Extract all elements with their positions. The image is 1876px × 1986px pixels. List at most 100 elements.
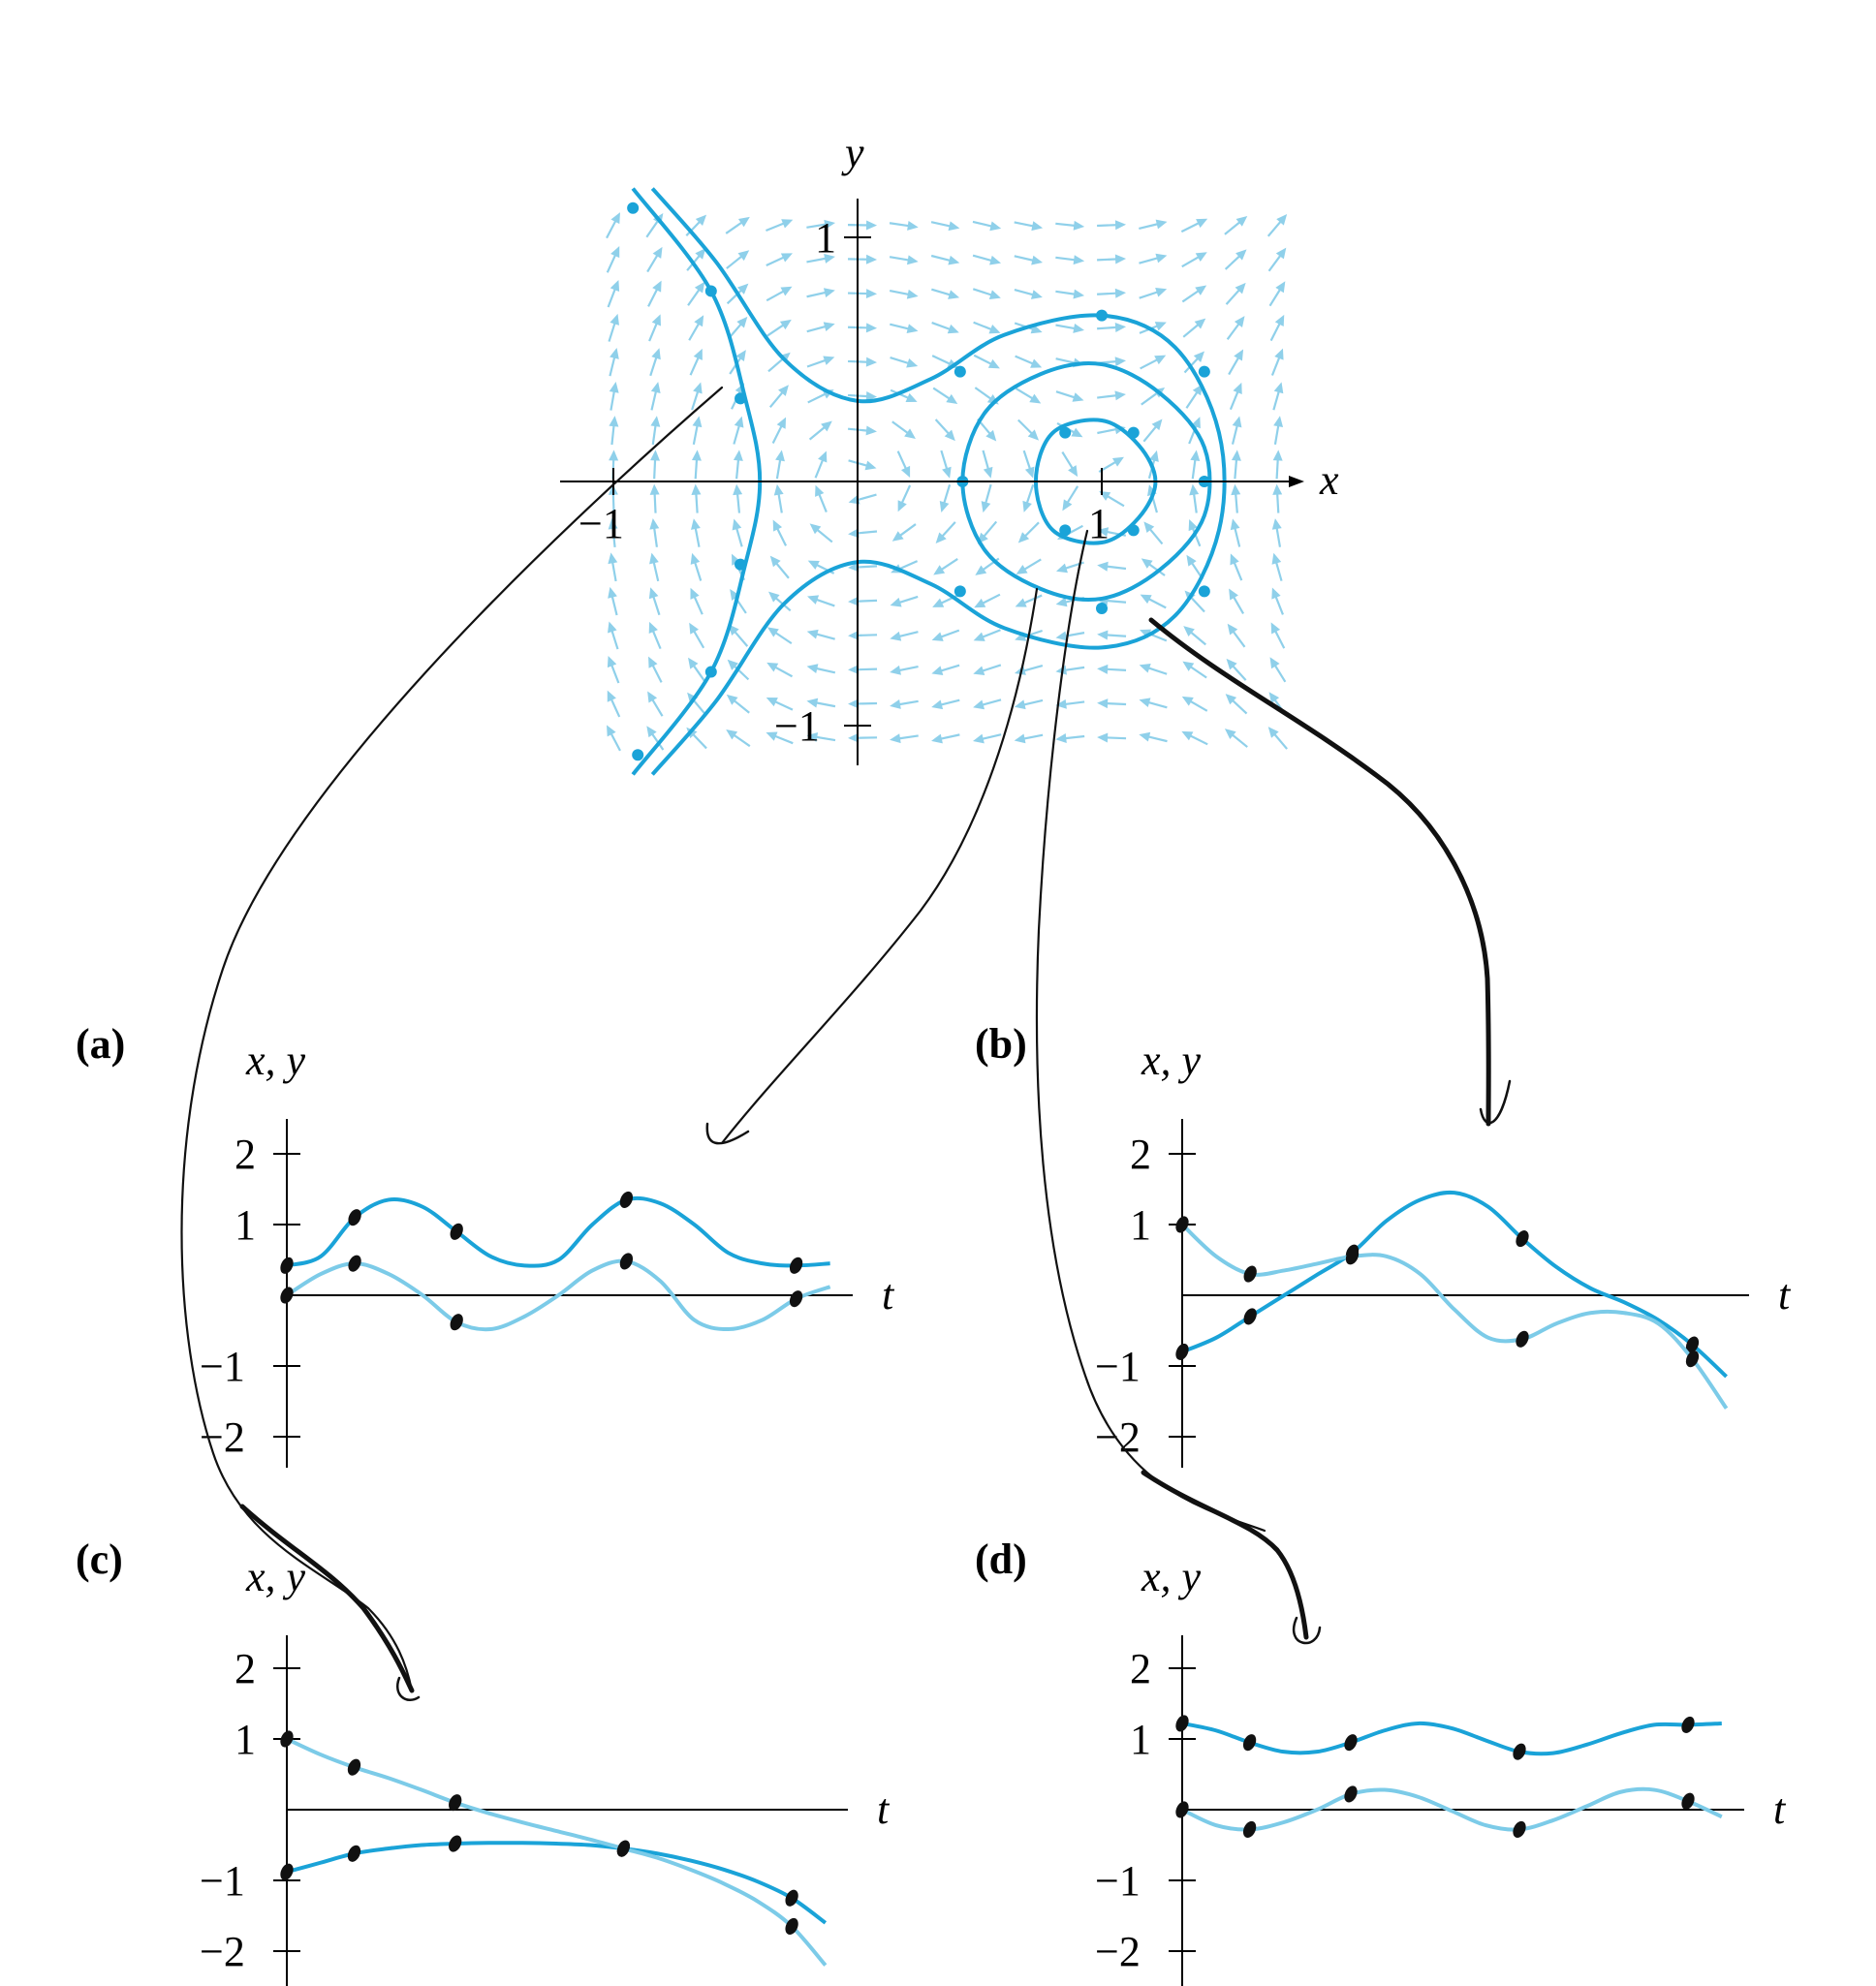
field-arrow-181 [1055, 390, 1084, 402]
field-arrow-174 [768, 385, 789, 409]
field-arrow-29 [1097, 698, 1127, 709]
field-arrow-224 [726, 283, 749, 305]
field-arrow-200 [1140, 355, 1167, 370]
field-arrow-172 [691, 382, 703, 411]
panel-a-label: (a) [76, 1020, 125, 1068]
panel-c-x-ink-mark-0 [280, 1863, 294, 1880]
field-arrow-121 [691, 483, 702, 513]
panel-b-y-label: x, y [1141, 1037, 1202, 1084]
field-arrow-169 [1273, 416, 1284, 446]
panel-d-x-ink-mark-1 [1242, 1734, 1257, 1752]
panel-d-x-label: t [1773, 1785, 1787, 1833]
field-arrow-168 [1231, 416, 1242, 445]
field-arrow-152 [1272, 450, 1283, 480]
field-arrow-187 [609, 347, 619, 377]
field-arrow-57 [848, 630, 878, 640]
orbit-marker-8 [1198, 365, 1210, 378]
field-arrow-108 [848, 528, 878, 539]
panel-b-series-x [1181, 1190, 1728, 1379]
phase-xtick-label-0: −1 [578, 500, 624, 547]
field-arrow-142 [848, 459, 877, 471]
field-arrow-231 [1014, 288, 1043, 299]
field-arrow-128 [981, 483, 992, 513]
field-arrow-95 [1016, 558, 1042, 574]
field-arrow-262 [889, 221, 919, 231]
field-arrow-203 [1270, 348, 1284, 376]
field-arrow-188 [649, 348, 661, 377]
field-arrow-193 [848, 357, 878, 367]
field-arrow-129 [1022, 484, 1035, 512]
panel-d-ytick-label-2: −1 [1095, 1857, 1141, 1905]
panel-a-y-ink-mark-1 [348, 1255, 361, 1272]
panel-b-y-ink-mark-2 [1345, 1248, 1360, 1265]
field-arrow-83 [1229, 588, 1245, 615]
field-arrow-151 [1231, 450, 1241, 480]
field-arrow-110 [935, 521, 956, 544]
field-arrow-30 [1139, 698, 1168, 709]
field-arrow-221 [607, 279, 620, 308]
field-arrow-251 [1139, 253, 1168, 264]
field-arrow-238 [606, 246, 620, 273]
panel-c-x-ink-mark-4 [785, 1889, 798, 1907]
panel-a-x-ink-mark-4 [789, 1257, 803, 1274]
field-arrow-159 [848, 425, 877, 436]
field-arrow-117 [1230, 518, 1241, 547]
field-arrow-270 [1224, 215, 1248, 235]
field-arrow-4 [766, 731, 794, 745]
field-arrow-35 [648, 656, 663, 683]
field-arrow-6 [848, 732, 878, 743]
field-arrow-211 [890, 323, 919, 334]
field-arrow-180 [1015, 388, 1042, 404]
field-arrow-8 [931, 733, 960, 744]
field-arrow-138 [691, 450, 702, 480]
field-arrow-15 [1224, 729, 1248, 748]
panel-c-y-label: x, y [245, 1553, 306, 1600]
panel-d-x-ink-mark-4 [1681, 1716, 1695, 1733]
field-arrow-73 [807, 595, 835, 607]
field-arrow-105 [732, 518, 743, 547]
field-arrow-63 [1097, 630, 1127, 640]
field-arrow-102 [608, 518, 618, 547]
panel-d-y-ink-mark-3 [1513, 1820, 1526, 1838]
field-arrow-194 [890, 356, 919, 368]
panel-d-y-ink-mark-0 [1175, 1801, 1189, 1818]
field-arrow-5 [806, 732, 836, 742]
field-arrow-34 [607, 656, 620, 684]
field-arrow-178 [932, 387, 958, 405]
field-arrow-242 [766, 253, 793, 266]
field-arrow-60 [973, 629, 1001, 641]
field-arrow-0 [607, 725, 621, 752]
orbit-marker-11 [1198, 585, 1210, 598]
field-arrow-27 [1014, 698, 1044, 710]
ink-arrow-to-d-bold [1141, 1470, 1309, 1640]
field-arrow-55 [766, 627, 793, 645]
field-arrow-13 [1139, 731, 1168, 743]
panel-b-x-ink-mark-3 [1516, 1230, 1529, 1248]
field-arrow-77 [974, 593, 1001, 608]
field-arrow-11 [1055, 733, 1085, 743]
panel-d-y-label: x, y [1141, 1553, 1202, 1600]
phase-xtick-label-1: 1 [1088, 500, 1110, 547]
field-arrow-140 [775, 450, 785, 480]
field-arrow-263 [930, 221, 960, 232]
field-arrow-9 [972, 733, 1002, 744]
panel-c-x-ink-mark-1 [347, 1845, 361, 1862]
orbit-marker-4 [704, 666, 717, 678]
field-arrow-269 [1180, 218, 1208, 233]
field-arrow-264 [972, 220, 1002, 232]
field-arrow-219 [1226, 316, 1245, 340]
panel-c-y-ink-mark-3 [616, 1840, 631, 1857]
field-arrow-197 [1015, 355, 1043, 368]
field-arrow-254 [1267, 247, 1287, 272]
field-arrow-182 [1097, 390, 1126, 401]
panel-b-y-ink-mark-1 [1243, 1265, 1257, 1283]
panel-b-y-ink-mark-0 [1175, 1216, 1189, 1233]
panel-c-y-ink-mark-4 [785, 1917, 798, 1935]
field-arrow-244 [848, 254, 878, 264]
field-arrow-48 [1182, 661, 1207, 679]
field-arrow-12 [1097, 732, 1127, 743]
orbit-marker-5 [632, 749, 644, 761]
field-arrow-209 [806, 322, 835, 333]
field-arrow-227 [848, 289, 878, 299]
field-arrow-66 [1227, 623, 1246, 648]
